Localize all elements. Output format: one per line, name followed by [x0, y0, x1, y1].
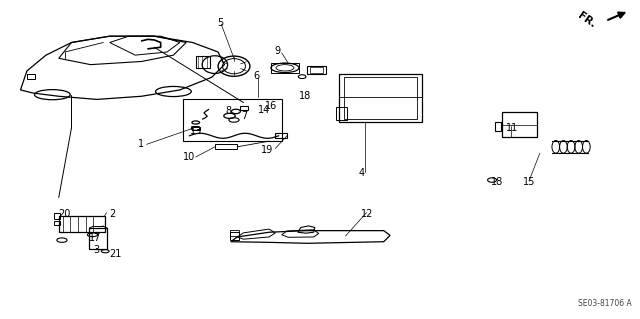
Bar [275, 133, 287, 138]
Text: 5: 5 [217, 18, 223, 28]
Text: 3: 3 [94, 245, 100, 255]
Text: 4: 4 [358, 168, 364, 178]
Bar [54, 213, 60, 219]
Bar [90, 228, 107, 249]
Text: 14: 14 [258, 105, 271, 115]
Bar [215, 144, 237, 149]
Bar [502, 112, 537, 137]
Text: 18: 18 [491, 177, 503, 187]
Text: FR.: FR. [575, 11, 597, 30]
Text: 9: 9 [274, 46, 280, 56]
Bar [54, 221, 60, 225]
Bar [183, 100, 282, 141]
Text: 17: 17 [90, 233, 102, 243]
Text: 11: 11 [506, 123, 518, 133]
Text: 10: 10 [183, 152, 195, 162]
Text: 16: 16 [264, 101, 277, 111]
Bar [241, 106, 248, 109]
Text: 19: 19 [261, 145, 274, 155]
Bar [344, 77, 417, 119]
Bar [336, 107, 348, 120]
Bar [310, 68, 323, 73]
Text: 13: 13 [190, 126, 202, 136]
Text: 6: 6 [253, 71, 260, 81]
Text: 7: 7 [242, 111, 248, 121]
Text: 12: 12 [362, 209, 374, 219]
Bar [59, 216, 104, 232]
Text: 8: 8 [226, 107, 232, 116]
Text: 20: 20 [59, 209, 71, 219]
Text: SE03-81706 A: SE03-81706 A [579, 299, 632, 308]
Bar [271, 63, 299, 72]
Text: 15: 15 [523, 177, 535, 187]
Bar [196, 56, 210, 68]
Text: 1: 1 [138, 139, 145, 149]
Bar [339, 74, 422, 122]
Bar [27, 74, 35, 79]
Bar [230, 232, 239, 240]
Bar [192, 127, 200, 130]
Bar [307, 66, 326, 74]
Bar [230, 230, 239, 236]
Text: 18: 18 [299, 91, 311, 101]
Text: 21: 21 [109, 249, 122, 259]
Text: 2: 2 [109, 209, 116, 219]
